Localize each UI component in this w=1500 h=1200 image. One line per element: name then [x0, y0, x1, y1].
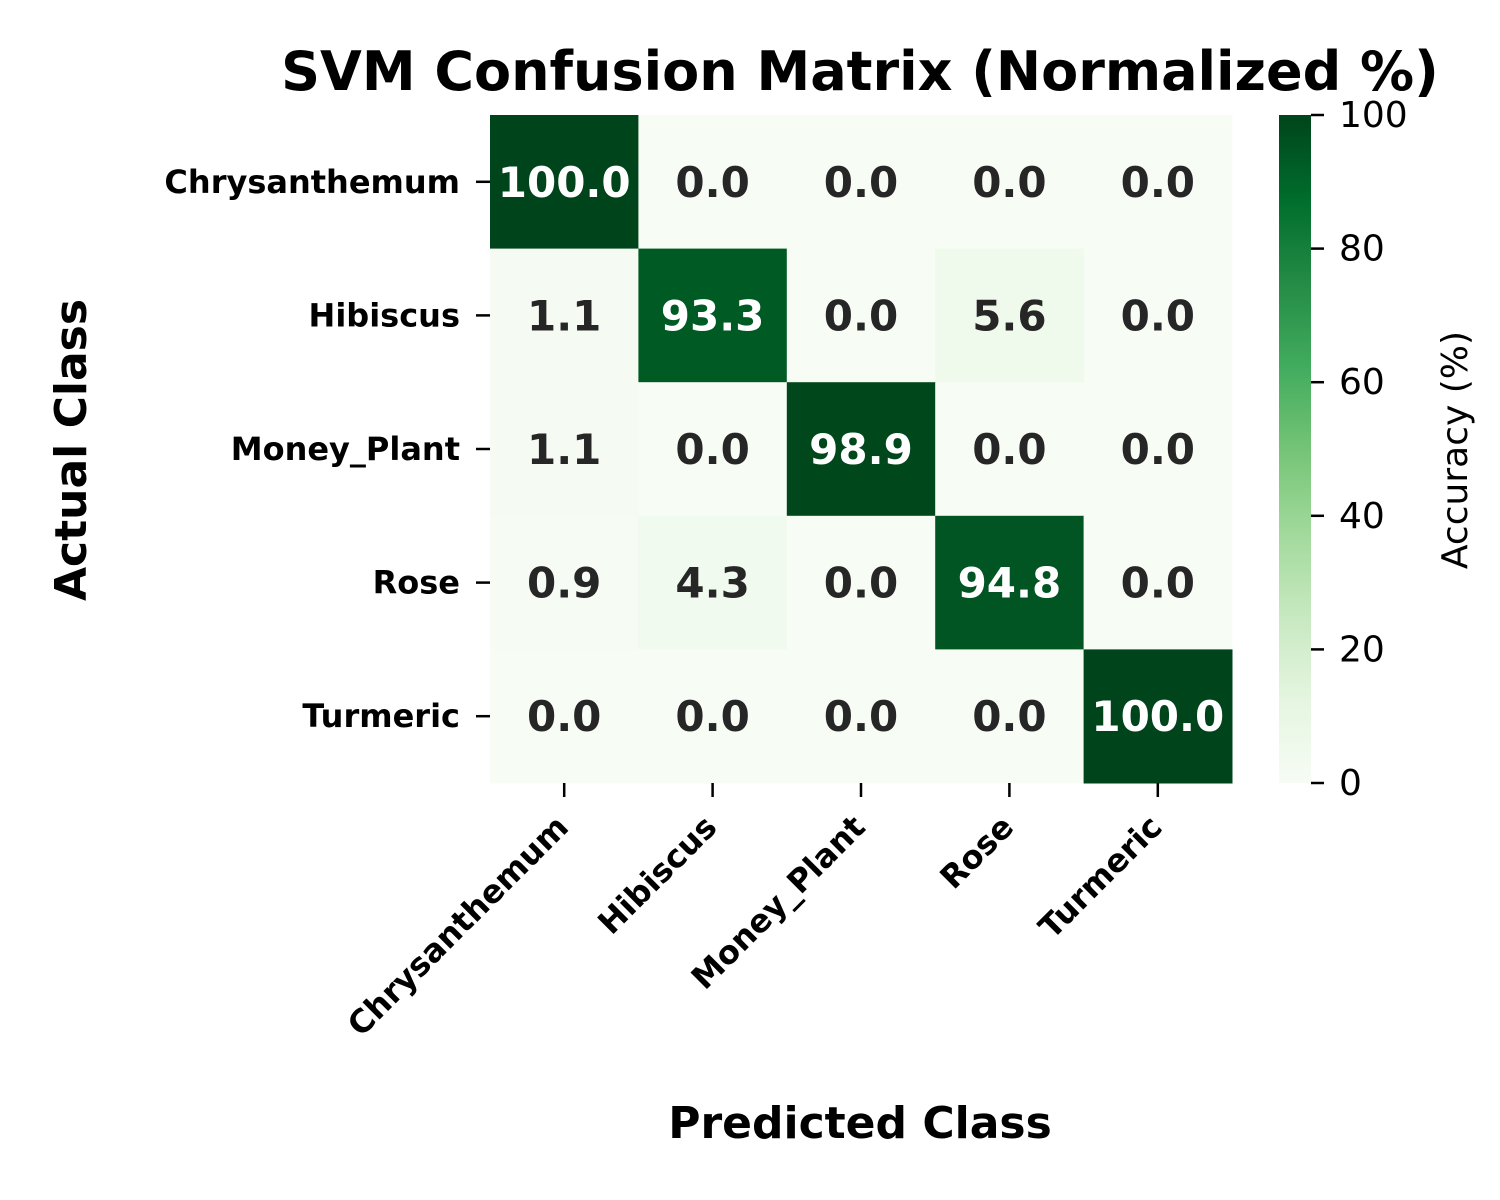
colorbar-tick-label: 100 [1339, 95, 1408, 136]
cell-value-label: 0.0 [675, 692, 749, 741]
cell-value-label: 0.0 [972, 425, 1046, 474]
heatmap-cell [1083, 515, 1233, 650]
chart-title: SVM Confusion Matrix (Normalized %) [281, 40, 1439, 103]
heatmap-cell [935, 115, 1085, 250]
heatmap-cell [638, 115, 788, 250]
y-axis: Chrysanthemum Hibiscus Money_Plant Rose Turm… [164, 163, 490, 735]
heatmap-cell [935, 248, 1085, 383]
cell-value-label: 0.0 [824, 692, 898, 741]
heatmap-cell [935, 382, 1085, 517]
heatmap-cell [490, 515, 639, 650]
heatmap-cell [490, 649, 639, 784]
heatmap-cell [638, 248, 788, 383]
colorbar-tick-label: 20 [1339, 629, 1385, 670]
cell-value-label: 5.6 [972, 291, 1046, 340]
x-tick-label: Chrysanthemum [340, 808, 576, 1044]
heatmap-cell [935, 649, 1085, 784]
heatmap-cell [786, 248, 936, 383]
y-tick-label: Chrysanthemum [164, 163, 460, 201]
cell-value-label: 4.3 [675, 559, 749, 608]
y-tick-label: Rose [373, 564, 460, 602]
x-tick-label: Rose [932, 808, 1021, 897]
heatmap-cell [638, 382, 788, 517]
heatmap-cell [490, 115, 639, 250]
cell-value-label: 0.0 [527, 692, 601, 741]
x-axis-label: Predicted Class [668, 1098, 1052, 1149]
colorbar-tick-label: 0 [1339, 763, 1362, 804]
colorbar-tick-label: 80 [1339, 229, 1385, 270]
y-axis-label: Actual Class [46, 299, 97, 601]
y-tick-label: Money_Plant [231, 430, 460, 468]
cell-value-label: 0.0 [675, 158, 749, 207]
cell-value-label: 0.0 [1121, 425, 1195, 474]
cell-value-label: 0.0 [824, 559, 898, 608]
heatmap-cell [786, 649, 936, 784]
cell-value-label: 100.0 [1091, 692, 1224, 741]
cell-value-label: 0.0 [972, 692, 1046, 741]
cell-value-label: 0.9 [527, 559, 601, 608]
cell-value-label: 0.0 [824, 291, 898, 340]
heatmap-cell [786, 115, 936, 250]
cell-value-label: 1.1 [527, 291, 601, 340]
y-tick-label: Hibiscus [309, 296, 460, 334]
colorbar-tick-label: 40 [1339, 496, 1385, 537]
heatmap-cell-labels: 100.0 0.0 0.0 0.0 0.0 1.1 93.3 0.0 5.6 0.0 1.1 0.0 9… [498, 158, 1224, 741]
heatmap-cell [1083, 115, 1233, 250]
cell-value-label: 0.0 [1121, 559, 1195, 608]
heatmap-cell [1083, 248, 1233, 383]
cell-value-label: 0.0 [1121, 291, 1195, 340]
heatmap-cell [490, 248, 639, 383]
colorbar-tick-label: 60 [1339, 362, 1385, 403]
cell-value-label: 0.0 [972, 158, 1046, 207]
heatmap-cell [786, 515, 936, 650]
heatmap-cells [490, 115, 1233, 784]
colorbar-gradient [1279, 115, 1311, 783]
cell-value-label: 94.8 [958, 559, 1062, 608]
heatmap-cell [786, 382, 936, 517]
x-tick-label: Turmeric [1031, 808, 1169, 946]
heatmap-cell [1083, 649, 1233, 784]
cell-value-label: 0.0 [1121, 158, 1195, 207]
y-tick-label: Turmeric [302, 697, 460, 735]
cell-value-label: 98.9 [809, 425, 913, 474]
heatmap-cell [638, 649, 788, 784]
cell-value-label: 93.3 [661, 291, 765, 340]
cell-value-label: 0.0 [824, 158, 898, 207]
cell-value-label: 0.0 [675, 425, 749, 474]
heatmap-cell [490, 382, 639, 517]
x-tick-label: Hibiscus [590, 808, 724, 942]
colorbar: 0 20 40 60 80 100 [1279, 95, 1408, 804]
cell-value-label: 100.0 [498, 158, 631, 207]
heatmap-cell [638, 515, 788, 650]
heatmap-cell [935, 515, 1085, 650]
heatmap-cell [1083, 382, 1233, 517]
cell-value-label: 1.1 [527, 425, 601, 474]
colorbar-label: Accuracy (%) [1435, 331, 1476, 569]
